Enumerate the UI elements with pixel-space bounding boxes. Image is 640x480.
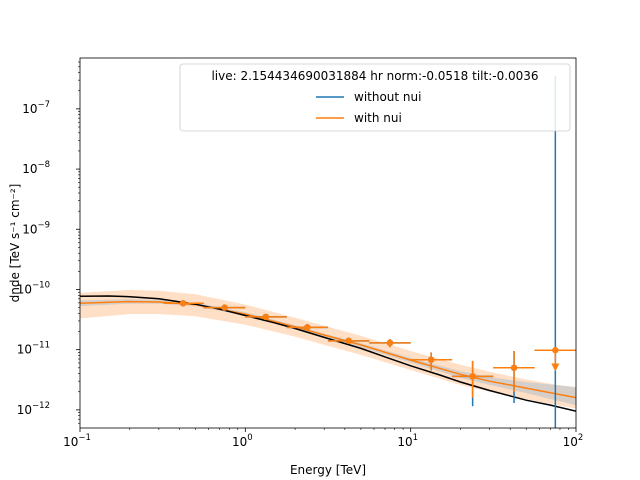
plot-frame — [79, 57, 577, 429]
y-axis-label: dnde [TeV s⁻¹ cm⁻²] — [8, 184, 22, 303]
y-tick-label: 10−7 — [22, 100, 50, 116]
x-tick-label: 101 — [397, 433, 418, 449]
plot-content — [80, 76, 576, 428]
legend: live: 2.154434690031884 hr norm:-0.0518 … — [179, 63, 571, 132]
point-with-nui-marker — [262, 313, 270, 321]
legend-title: live: 2.154434690031884 hr norm:-0.0518 … — [211, 69, 538, 83]
point-with-nui-marker — [221, 304, 228, 311]
x-tick-label: 102 — [563, 433, 584, 449]
point-with-nui-marker — [386, 339, 394, 347]
point-with-nui-marker — [179, 300, 187, 307]
point-with-nui-marker — [345, 337, 352, 345]
model-with-nui-line — [80, 300, 576, 399]
y-tick-label: 10−8 — [22, 160, 50, 176]
y-tick-label: 10−10 — [17, 280, 50, 296]
point-with-nui-marker — [469, 373, 476, 380]
y-tick-label: 10−9 — [22, 220, 50, 236]
axis-ticks: 10−1 100 101 102 10−12 10−11 10−10 10−9 10−8 10−7 — [17, 61, 584, 449]
x-tick-label: 10−1 — [63, 433, 91, 449]
upper-limit-with-nui-marker — [552, 347, 559, 354]
point-with-nui-marker — [304, 324, 311, 331]
upper-limit-with-nui-arrow — [551, 363, 560, 372]
point-with-nui-marker — [427, 356, 435, 363]
legend-label-with-nui: with nui — [354, 111, 402, 125]
legend-label-without-nui: without nui — [354, 90, 421, 104]
point-with-nui-marker — [510, 364, 518, 371]
model-curve — [80, 295, 576, 412]
x-tick-label: 100 — [232, 433, 253, 449]
x-axis-label: Energy [TeV] — [290, 463, 366, 477]
y-tick-label: 10−11 — [17, 341, 50, 357]
legend-box — [179, 63, 571, 132]
y-tick-label: 10−12 — [17, 401, 50, 417]
